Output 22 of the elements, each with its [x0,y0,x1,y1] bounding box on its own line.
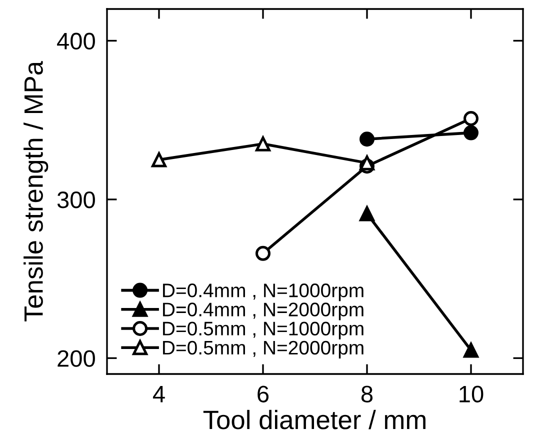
x-tick-label: 8 [361,386,373,402]
x-axis-title: Tool diameter / mm [203,410,426,430]
point [360,206,374,222]
point [256,246,270,261]
point [464,342,478,358]
point [360,132,374,147]
x-tick-label: 4 [152,386,165,402]
point [360,155,374,170]
x-tick-label: 6 [258,386,269,402]
x-tick-label: 10 [460,386,484,402]
point [464,111,478,126]
y-tick-label: 300 [57,192,95,208]
point [152,152,166,168]
legend-label: D=0.4mm , N=2000rpm [163,302,364,320]
legend-label: D=0.4mm , N=1000rpm [163,284,364,302]
legend-label: D=0.5mm , N=2000rpm [163,340,364,358]
point [256,136,270,152]
y-tick-label: 200 [58,350,95,367]
point [464,125,478,140]
y-axis-title: Tensile strength / MPa [24,60,48,322]
y-tick-label: 400 [57,32,95,50]
legend-label: D=0.5mm , N=1000rpm [163,322,364,340]
